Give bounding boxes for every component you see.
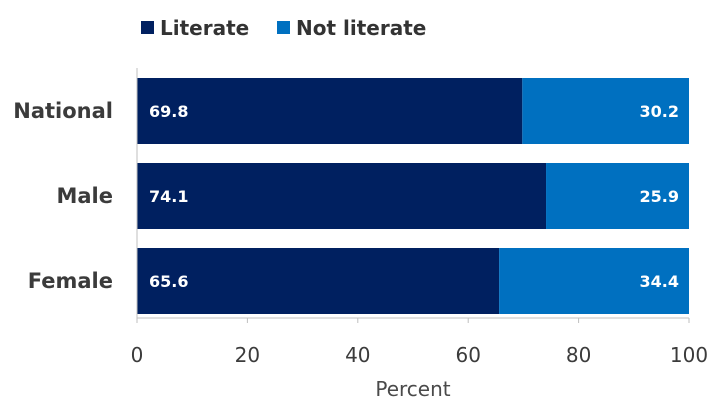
x-tick-label-60: 60 <box>455 343 480 367</box>
bar-national-not-literate <box>522 78 689 144</box>
legend-item-not-literate: Not literate <box>277 16 426 40</box>
x-tick-label-100: 100 <box>670 343 708 367</box>
legend-label-literate: Literate <box>160 16 249 40</box>
legend-item-literate: Literate <box>141 16 249 40</box>
x-tick-label-0: 0 <box>131 343 144 367</box>
bar-national-literate <box>137 78 523 144</box>
category-axis: National Male Female <box>13 68 138 318</box>
data-label-male-not-literate: 25.9 <box>640 187 679 206</box>
category-label-female: Female <box>28 269 113 293</box>
x-axis-title: Percent <box>375 377 450 401</box>
data-label-national-not-literate: 30.2 <box>640 102 679 121</box>
category-label-male: Male <box>56 184 113 208</box>
bar-female-literate <box>137 248 500 314</box>
value-axis: 0 20 40 60 80 100 <box>131 317 708 367</box>
x-tick-label-80: 80 <box>566 343 591 367</box>
plot-area: 69.8 30.2 74.1 25.9 65.6 34.4 <box>137 78 689 314</box>
category-label-national: National <box>13 99 113 123</box>
legend-swatch-not-literate <box>277 21 290 34</box>
legend: Literate Not literate <box>141 16 426 40</box>
x-tick-label-40: 40 <box>345 343 370 367</box>
legend-label-not-literate: Not literate <box>296 16 426 40</box>
x-tick-label-20: 20 <box>235 343 260 367</box>
bar-male-literate <box>137 163 547 229</box>
data-label-male-literate: 74.1 <box>149 187 188 206</box>
data-label-national-literate: 69.8 <box>149 102 188 121</box>
data-label-female-not-literate: 34.4 <box>640 272 679 291</box>
legend-swatch-literate <box>141 21 154 34</box>
bar-male-not-literate <box>546 163 689 229</box>
bar-female-not-literate <box>499 248 689 314</box>
data-label-female-literate: 65.6 <box>149 272 188 291</box>
